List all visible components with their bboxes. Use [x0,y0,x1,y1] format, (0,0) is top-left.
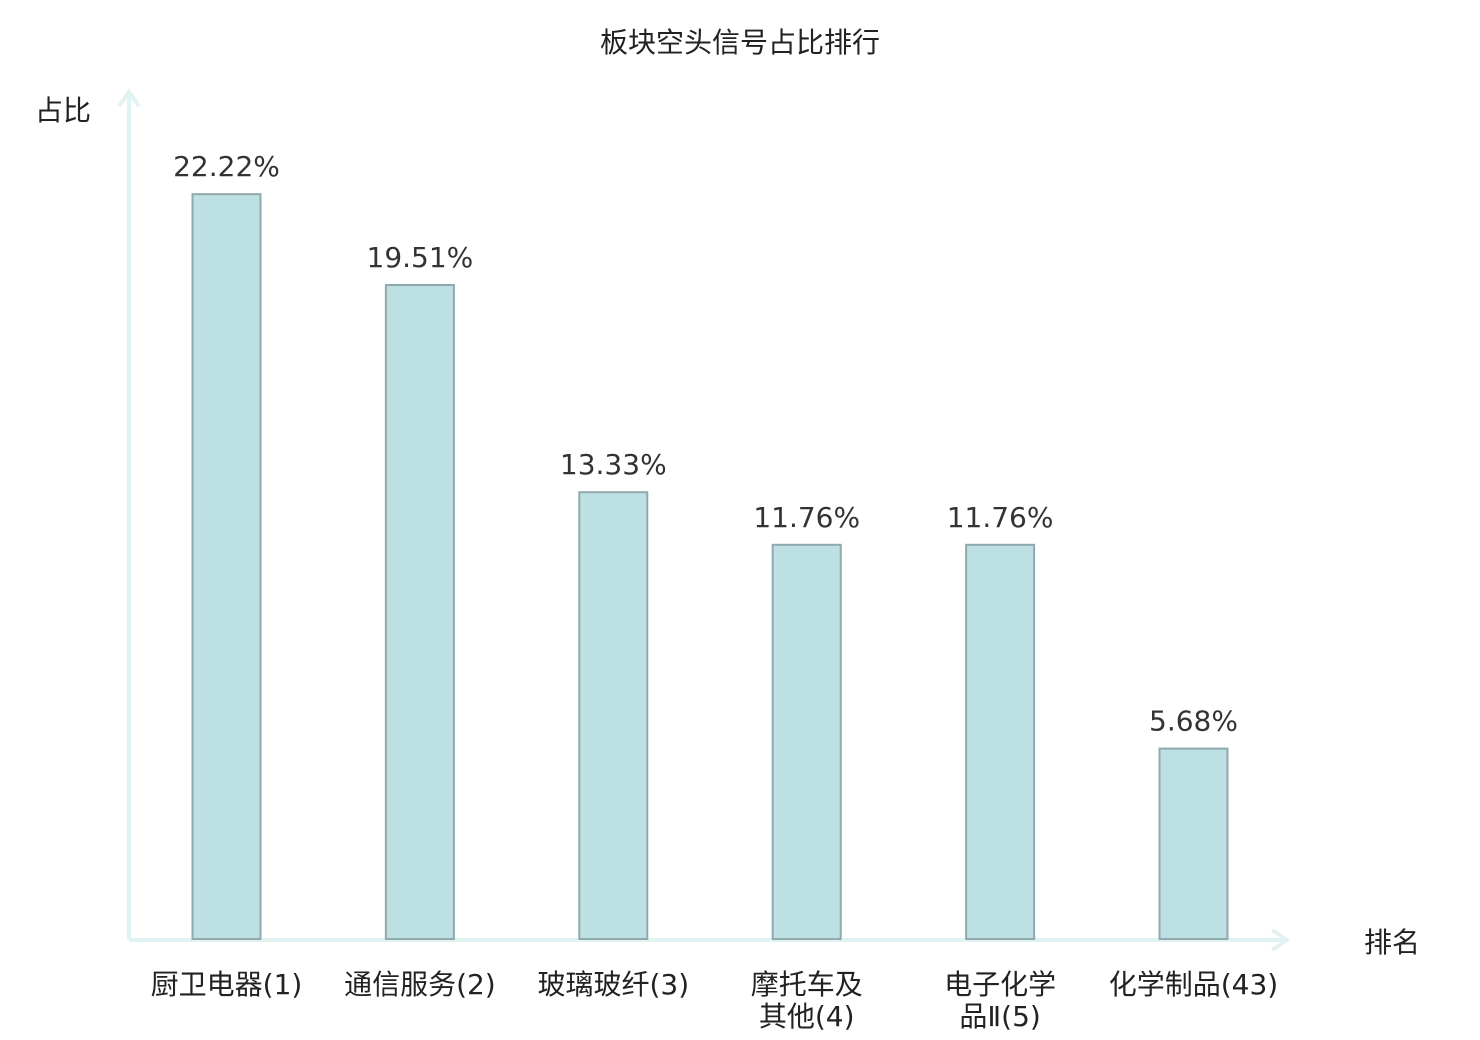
bar-5 [965,543,1036,940]
bar-value-label-3: 13.33% [560,448,667,481]
value-labels-group: 22.22% 19.51% 13.33% 11.76% 11.76% 5.68% [173,150,1238,737]
category-label-5: 电子化学品Ⅱ(5) [944,968,1056,1033]
category-label-2: 通信服务(2) [344,968,496,1001]
bar-1 [191,193,262,940]
category-label-4: 摩托车及其他(4) [751,968,863,1033]
bar-4 [771,543,842,940]
y-axis-arrow-icon [117,88,141,108]
category-label-6: 化学制品(43) [1109,968,1278,1001]
bar-6 [1158,747,1229,940]
bar-2 [384,284,455,941]
x-axis-label: 排名 [1364,926,1420,959]
chart-title: 板块空头信号占比排行 [600,26,880,59]
bar-value-label-5: 11.76% [947,501,1054,534]
category-label-1: 厨卫电器(1) [151,968,303,1001]
category-label-3: 玻璃玻纤(3) [537,968,689,1001]
bar-value-label-1: 22.22% [173,150,280,183]
bar-value-label-6: 5.68% [1149,705,1238,738]
bar-3 [578,491,649,940]
bars-group [191,193,1229,941]
x-axis-arrow-icon [1270,928,1291,952]
y-axis-label: 占比 [35,94,91,127]
bar-value-label-4: 11.76% [753,501,860,534]
category-labels-group: 厨卫电器(1) 通信服务(2) 玻璃玻纤(3) 摩托车及其他(4) 电子化学品Ⅱ(5) 化… [151,968,1279,1033]
bar-value-label-2: 19.51% [367,241,474,274]
